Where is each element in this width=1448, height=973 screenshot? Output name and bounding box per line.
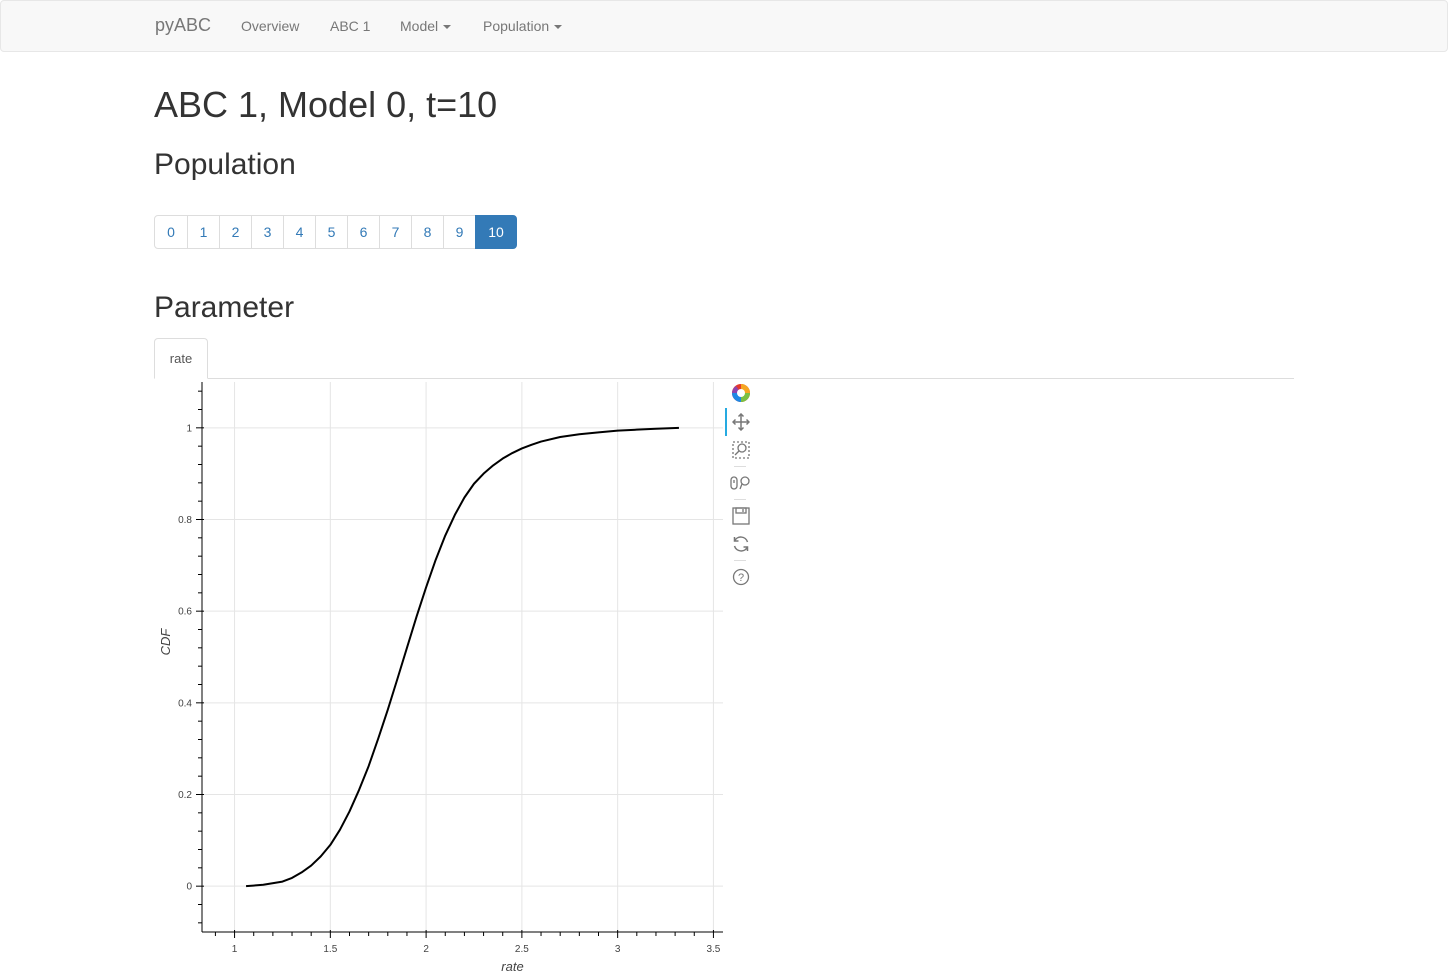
page-link-3[interactable]: 3 [251, 215, 284, 249]
nav-link-abc[interactable]: ABC 1 [330, 18, 371, 34]
x-tick-label: 1 [232, 944, 238, 955]
population-heading: Population [154, 148, 296, 181]
x-tick-label: 3 [615, 944, 621, 955]
tabs-divider [154, 378, 1294, 379]
page-title: ABC 1, Model 0, t=10 [154, 84, 498, 125]
navbar-brand[interactable]: pyABC [155, 15, 212, 35]
x-tick-label: 2.5 [515, 944, 529, 955]
x-tick-label: 3.5 [706, 944, 720, 955]
save-icon[interactable] [727, 502, 755, 530]
page-link-4[interactable]: 4 [283, 215, 316, 249]
cdf-plot[interactable]: 1 1.5 2 2.5 3 3.5 0 0.2 0.4 0.6 0.8 1 rate CDF [154, 382, 726, 973]
page-link-5[interactable]: 5 [315, 215, 348, 249]
wheel-zoom-icon[interactable] [727, 469, 755, 497]
page-link-2[interactable]: 2 [219, 215, 252, 249]
nav-dropdown-population[interactable]: Population [483, 18, 563, 34]
box-zoom-icon[interactable] [727, 436, 755, 464]
help-icon[interactable]: ? [727, 563, 755, 591]
nav-dropdown-model-label: Model [400, 18, 439, 34]
tab-rate[interactable]: rate [154, 338, 208, 379]
plot-toolbar: ? [725, 382, 755, 592]
x-tick-label: 1.5 [323, 944, 337, 955]
toolbar-separator [734, 499, 746, 500]
svg-text:?: ? [738, 572, 744, 584]
bokeh-logo-icon[interactable] [727, 379, 755, 407]
x-tick-label: 2 [423, 944, 429, 955]
page-link-8[interactable]: 8 [411, 215, 444, 249]
nav-dropdown-population-label: Population [483, 18, 550, 34]
caret-down-icon [554, 25, 563, 30]
page-link-10[interactable]: 10 [475, 215, 517, 249]
page-link-0[interactable]: 0 [154, 215, 188, 249]
pan-icon[interactable] [727, 408, 755, 436]
parameter-heading: Parameter [154, 291, 295, 324]
y-tick-label: 1 [186, 423, 192, 434]
y-tick-label: 0.6 [178, 607, 192, 618]
toolbar-separator [734, 560, 746, 561]
reset-icon[interactable] [727, 530, 755, 558]
y-tick-label: 0.4 [178, 698, 192, 709]
nav-link-overview[interactable]: Overview [241, 18, 300, 34]
y-tick-label: 0.8 [178, 515, 192, 526]
cdf-line [245, 426, 679, 888]
y-tick-label: 0 [186, 882, 192, 893]
page-link-7[interactable]: 7 [379, 215, 412, 249]
y-tick-label: 0.2 [178, 790, 192, 801]
navbar: pyABC Overview ABC 1 Model Population [0, 0, 1448, 52]
nav-dropdown-model[interactable]: Model [400, 18, 452, 34]
caret-down-icon [443, 25, 452, 30]
x-axis-label: rate [501, 959, 523, 973]
active-tool-indicator [725, 408, 727, 436]
page-link-1[interactable]: 1 [187, 215, 220, 249]
y-axis-label: CDF [158, 628, 173, 656]
page-link-6[interactable]: 6 [347, 215, 380, 249]
toolbar-separator [734, 466, 746, 467]
population-pagination: 0 1 2 3 4 5 6 7 8 9 10 [154, 215, 517, 249]
page-link-9[interactable]: 9 [443, 215, 476, 249]
